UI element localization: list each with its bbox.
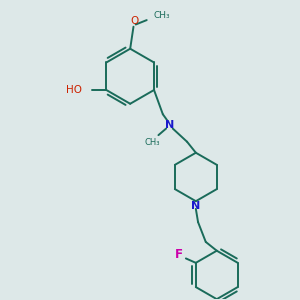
Text: CH₃: CH₃ (144, 138, 160, 147)
Text: F: F (175, 248, 183, 260)
Text: N: N (191, 201, 200, 211)
Text: O: O (130, 16, 139, 26)
Text: CH₃: CH₃ (153, 11, 170, 20)
Text: HO: HO (66, 85, 82, 95)
Text: N: N (165, 120, 174, 130)
